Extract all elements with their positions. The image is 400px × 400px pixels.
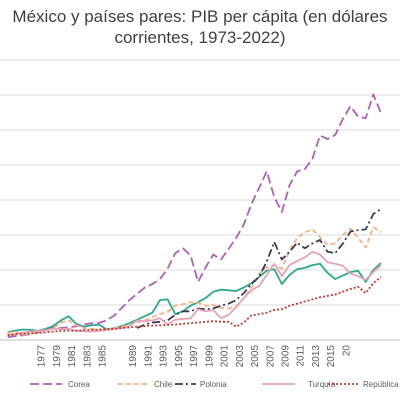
x-tick-label: 2013: [311, 345, 322, 368]
x-axis: 1977 1979 1981 1983 1985 1989 1991 1993 1995 1997…: [37, 345, 353, 368]
series-line-chile: [7, 226, 382, 336]
x-tick-label: 1997: [189, 345, 200, 368]
x-tick-label: 1995: [174, 345, 185, 368]
series-line-turqua: [7, 250, 382, 336]
x-tick-label: 1993: [159, 345, 170, 368]
series-line-polonia: [136, 208, 382, 329]
x-tick-label: 2003: [235, 345, 246, 368]
x-tick-label: 2015: [326, 345, 337, 368]
x-tick-label: 2001: [220, 345, 231, 368]
x-tick-label: 1985: [98, 345, 109, 368]
series-lines: [7, 93, 382, 339]
gridlines: [0, 59, 400, 341]
series-line-repblica: [7, 276, 382, 336]
x-tick-label: 1979: [52, 345, 63, 368]
chart-title: México y países pares: PIB per cápita (e…: [12, 7, 388, 47]
legend-label: Chile: [154, 380, 173, 389]
x-tick-label: 1983: [82, 345, 93, 368]
legend-label: República: [363, 380, 399, 389]
x-tick-label: 1999: [204, 345, 215, 368]
legend-label: Turquía: [308, 380, 336, 389]
x-tick-label: 1981: [67, 345, 78, 368]
series-line-corea: [7, 93, 382, 339]
legend-label: Corea: [68, 380, 90, 389]
x-tick-label: 20: [342, 345, 353, 357]
x-tick-label: 2011: [296, 345, 307, 367]
x-tick-label: 2009: [281, 345, 292, 368]
legend: uCoreaChilePoloniaTurquíaRepública: [30, 380, 399, 389]
series-line-mxico: [7, 262, 382, 334]
x-tick-label: 1991: [143, 345, 154, 368]
x-tick-label: 1989: [128, 345, 139, 368]
x-tick-label: 1977: [37, 345, 48, 368]
x-tick-label: 2005: [250, 345, 261, 368]
x-tick-label: 2007: [265, 345, 276, 368]
legend-label: Polonia: [200, 380, 227, 389]
